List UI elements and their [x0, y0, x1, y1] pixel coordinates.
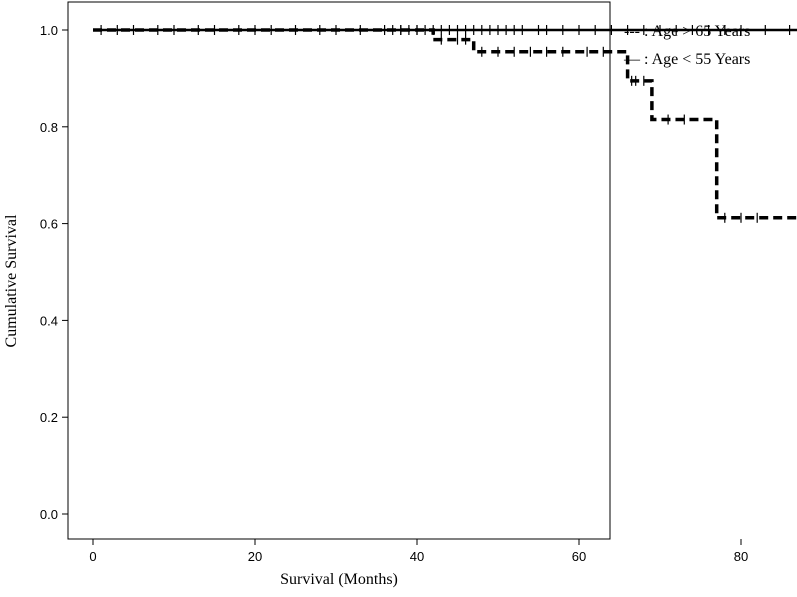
x-tick-label: 80 — [734, 549, 748, 564]
legend-entry-age-over-65: --- : Age > 65 Years — [624, 23, 751, 40]
x-tick-label: 0 — [89, 549, 96, 564]
y-axis-label: Cumulative Survival — [3, 214, 20, 347]
x-tick-label: 60 — [572, 549, 586, 564]
y-tick-label: 1.0 — [40, 23, 58, 38]
legend: --- : Age > 65 Years — : Age < 55 Years — [624, 18, 750, 74]
x-tick-label: 20 — [248, 549, 262, 564]
y-tick-label: 0.6 — [40, 217, 58, 232]
y-tick-label: 0.8 — [40, 120, 58, 135]
x-axis-label: Survival (Months) — [280, 571, 398, 588]
x-tick-label: 40 — [410, 549, 424, 564]
series-line-age-over-65 — [93, 28, 797, 220]
y-tick-label: 0.0 — [40, 507, 58, 522]
legend-entry-age-under-55: — : Age < 55 Years — [624, 51, 751, 68]
plot-layer: 0204060801001200.00.20.40.60.81.0 — [40, 1, 797, 564]
y-tick-label: 0.2 — [40, 410, 58, 425]
plot-frame — [67, 1, 611, 540]
y-tick-label: 0.4 — [40, 313, 58, 328]
